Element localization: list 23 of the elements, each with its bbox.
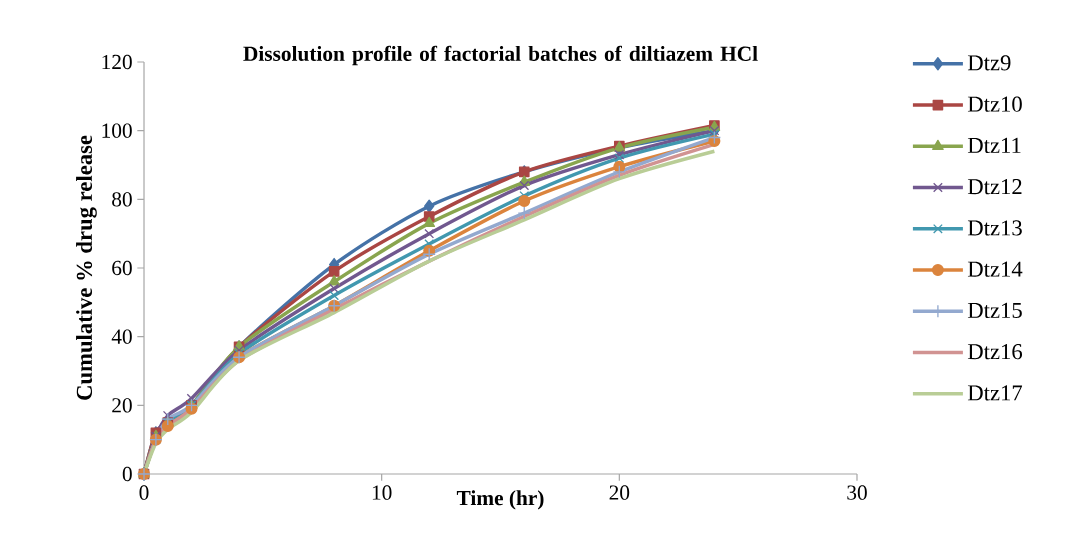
x-tick-label: 0 (139, 485, 149, 500)
y-tick-label: 40 (111, 329, 132, 344)
x-tick-label: 30 (847, 485, 867, 500)
y-tick-label: 100 (102, 123, 132, 138)
legend-label: Dtz16 (967, 344, 1023, 360)
y-axis-title: Cumulative % drug release (76, 135, 97, 400)
legend-label: Dtz14 (967, 261, 1023, 277)
y-tick-label: 60 (112, 260, 132, 276)
y-tick-label: 0 (122, 466, 132, 482)
x-tick-label: 10 (372, 485, 392, 500)
x-axis-title: Time (hr) (456, 490, 544, 510)
legend-label: Dtz17 (967, 385, 1023, 401)
x-tick-label: 20 (609, 485, 630, 500)
legend-label: Dtz13 (967, 220, 1022, 236)
chart-title: Dissolution profile of factorial batches of diltiazem HCl (243, 45, 758, 66)
legend-label: Dtz12 (967, 179, 1022, 195)
legend-label: Dtz9 (967, 55, 1011, 71)
legend-label: Dtz11 (967, 137, 1021, 154)
y-tick-label: 120 (102, 54, 132, 70)
y-tick-label: 80 (112, 192, 132, 207)
legend-label: Dtz15 (967, 302, 1022, 319)
legend-label: Dtz10 (967, 96, 1022, 112)
y-tick-label: 20 (112, 398, 132, 413)
